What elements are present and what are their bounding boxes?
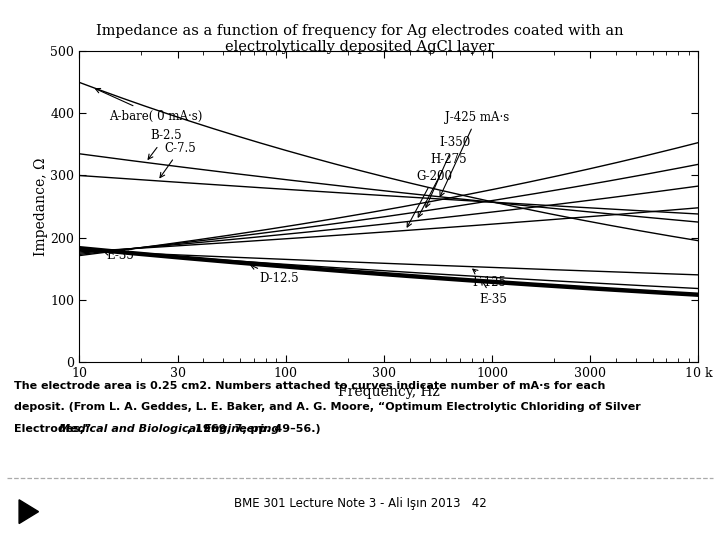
Polygon shape (19, 500, 39, 524)
Text: electrolytically deposited AgCl layer: electrolytically deposited AgCl layer (225, 40, 495, 55)
Text: BME 301 Lecture Note 3 - Ali Işın 2013   42: BME 301 Lecture Note 3 - Ali Işın 2013 4… (233, 497, 487, 510)
Text: , 1969, 7, pp. 49–56.): , 1969, 7, pp. 49–56.) (187, 424, 321, 434)
Text: I-350: I-350 (426, 136, 470, 207)
X-axis label: Frequency, Hz: Frequency, Hz (338, 385, 440, 399)
Text: deposit. (From L. A. Geddes, L. E. Baker, and A. G. Moore, “Optimum Electrolytic: deposit. (From L. A. Geddes, L. E. Baker… (14, 402, 641, 413)
Text: D-12.5: D-12.5 (251, 265, 300, 285)
Text: E-35: E-35 (480, 280, 508, 306)
Y-axis label: Impedance, Ω: Impedance, Ω (34, 157, 48, 256)
Text: J-425 mA·s: J-425 mA·s (440, 111, 509, 197)
Text: Medical and Biological Engineering: Medical and Biological Engineering (59, 424, 279, 434)
Text: G-200: G-200 (408, 170, 452, 227)
Text: E-35: E-35 (103, 249, 134, 262)
Text: Electrodes,”: Electrodes,” (14, 424, 96, 434)
Text: A-bare( 0 mA·s): A-bare( 0 mA·s) (95, 89, 203, 123)
Text: Impedance as a function of frequency for Ag electrodes coated with an: Impedance as a function of frequency for… (96, 24, 624, 38)
Text: F-125: F-125 (472, 269, 506, 289)
Text: The electrode area is 0.25 cm2. Numbers attached to curves indicate number of mA: The electrode area is 0.25 cm2. Numbers … (14, 381, 606, 391)
Text: B-2.5: B-2.5 (148, 130, 181, 159)
Text: C-7.5: C-7.5 (160, 142, 197, 178)
Text: H-275: H-275 (418, 153, 467, 217)
